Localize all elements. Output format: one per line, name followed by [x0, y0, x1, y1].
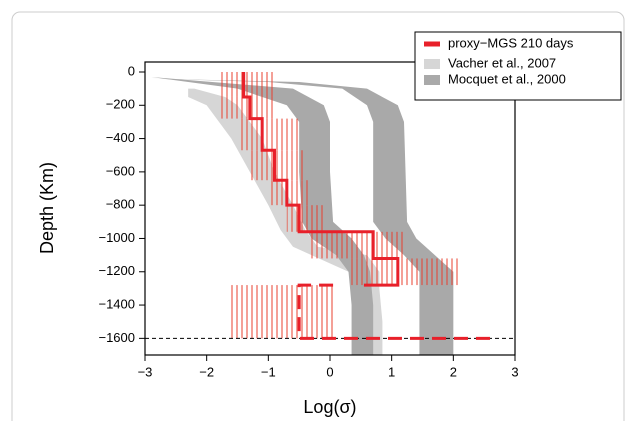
y-tick-label: −1400	[98, 296, 135, 311]
x-axis-label: Log(σ)	[303, 397, 356, 417]
y-tick-label: −800	[106, 197, 135, 212]
y-tick-label: −1000	[98, 230, 135, 245]
band	[188, 88, 383, 355]
band	[151, 76, 374, 355]
y-axis-label: Depth (Km)	[37, 162, 57, 254]
y-tick-label: −200	[106, 97, 135, 112]
uncertainty-range	[286, 205, 324, 232]
uncertainty-range	[311, 231, 404, 259]
uncertainty-range	[249, 150, 306, 181]
uncertainty-range	[268, 180, 312, 206]
uncertainty-range	[219, 71, 275, 97]
x-tick-label: 3	[511, 364, 518, 379]
x-tick-label: −2	[199, 364, 214, 379]
uncertainty-range	[219, 96, 275, 119]
uncertainty-range	[348, 258, 460, 286]
legend-swatch	[424, 59, 440, 69]
card-border	[11, 11, 625, 421]
x-tick-label: 1	[388, 364, 395, 379]
plot-area	[145, 71, 515, 355]
uncertainty-range	[237, 118, 300, 151]
y-tick-label: −1600	[98, 330, 135, 345]
x-tick-label: −1	[261, 364, 276, 379]
x-tick-label: 2	[450, 364, 457, 379]
y-tick-label: −1200	[98, 263, 135, 278]
x-tick-label: 0	[326, 364, 333, 379]
y-tick-label: 0	[128, 63, 135, 78]
y-tick-label: −600	[106, 163, 135, 178]
x-tick-label: −3	[138, 364, 153, 379]
y-tick-label: −400	[106, 130, 135, 145]
legend-label: Vacher et al., 2007	[448, 55, 556, 70]
legend-label: proxy−MGS 210 days	[448, 35, 574, 50]
band	[151, 78, 454, 355]
legend-swatch	[424, 75, 440, 85]
profile-line	[297, 283, 497, 340]
legend-box	[414, 31, 622, 101]
legend: proxy−MGS 210 days Vacher et al., 2007Moc…	[414, 31, 622, 101]
profile-line	[242, 71, 400, 287]
axes: −3 −2 −1 0 1 2 3 0 −200 −400 −600 −800 −1000 −1200 −14…	[98, 63, 518, 379]
uncertainty-range	[231, 285, 337, 339]
legend-label: Mocquet et al., 2000	[448, 71, 566, 86]
